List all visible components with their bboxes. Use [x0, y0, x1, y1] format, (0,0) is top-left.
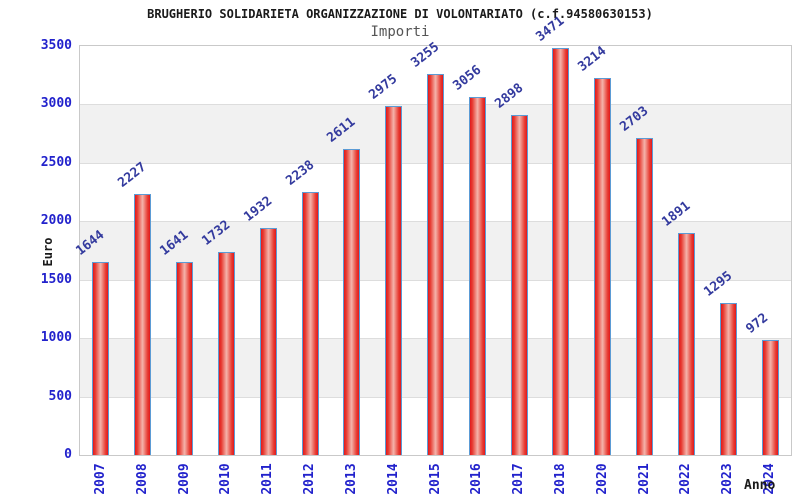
- x-tick-label-2013: 2013: [343, 463, 359, 495]
- x-tick-label-2008: 2008: [134, 463, 150, 495]
- bar-2014: [385, 106, 403, 455]
- y-tick-label: 1500: [40, 271, 72, 287]
- x-tick-label-2017: 2017: [511, 463, 527, 495]
- bar-2024: [761, 340, 779, 455]
- y-tick-label: 3500: [40, 38, 72, 53]
- y-tick-label: 500: [48, 388, 72, 404]
- x-tick-label-2016: 2016: [469, 463, 485, 495]
- x-tick-label-2011: 2011: [260, 463, 276, 495]
- x-tick-label-2010: 2010: [218, 463, 234, 495]
- x-tick-label-2021: 2021: [636, 463, 652, 495]
- bar-2022: [677, 233, 695, 455]
- y-axis-title: Euro: [41, 237, 55, 267]
- bar-2007: [92, 261, 110, 455]
- bar-2017: [510, 115, 528, 455]
- bar-2015: [427, 73, 444, 455]
- x-tick-label-2015: 2015: [427, 463, 443, 495]
- plot-area: 1644 2227 1641 1732 1932 2238 2611 2975 3255 3056…: [74, 14, 792, 456]
- x-tick-label-2009: 2009: [176, 463, 192, 495]
- y-tick-label: 1000: [40, 330, 72, 346]
- x-tick-label-2007: 2007: [92, 463, 108, 495]
- y-tick-label: 0: [64, 447, 72, 462]
- bar-2021: [636, 138, 654, 455]
- x-tick-label-2012: 2012: [302, 463, 318, 495]
- bar-2016: [468, 96, 486, 455]
- bar-2008: [134, 193, 152, 455]
- x-tick-label-2023: 2023: [720, 463, 736, 495]
- y-tick-label: 2500: [40, 154, 72, 170]
- x-tick-label-2020: 2020: [594, 463, 610, 495]
- bar-2018: [552, 48, 570, 455]
- bar-2012: [301, 192, 319, 455]
- y-tick-label: 2000: [40, 213, 72, 229]
- bar-2013: [343, 148, 361, 455]
- y-tick-label: 3000: [40, 96, 72, 112]
- x-tick-label-2022: 2022: [678, 463, 694, 495]
- chart-subtitle: Importi: [370, 24, 430, 40]
- chart-title: BRUGHERIO SOLIDARIETA ORGANIZZAZIONE DI …: [147, 7, 653, 21]
- x-tick-label-2018: 2018: [552, 463, 568, 495]
- x-axis-title: Anno: [744, 478, 776, 493]
- bar-2011: [259, 228, 277, 455]
- bar-2010: [217, 251, 235, 455]
- x-tick-label-2014: 2014: [385, 463, 401, 495]
- bar-2023: [719, 302, 737, 455]
- bar-2009: [176, 262, 194, 455]
- bar-2020: [594, 78, 612, 455]
